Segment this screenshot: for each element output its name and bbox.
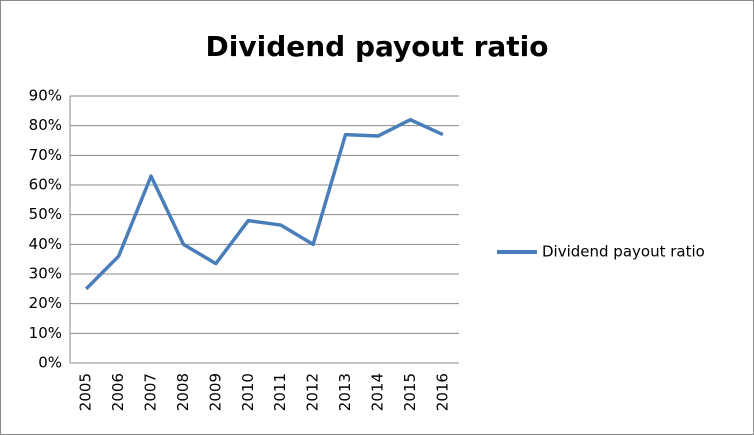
x-tick-label: 2007 [142,373,160,411]
y-tick-label: 70% [29,146,62,164]
y-tick-label: 0% [38,354,62,372]
x-tick-label: 2014 [368,373,386,411]
y-tick-label: 80% [29,116,62,134]
x-tick-label: 2015 [401,373,419,411]
legend-label: Dividend payout ratio [542,243,705,261]
data-line [84,117,444,291]
y-tick-label: 50% [29,205,62,223]
y-tick-label: 10% [29,324,62,342]
x-tick-label: 2016 [433,373,451,411]
x-tick-label: 2005 [77,373,95,411]
x-tick-label: 2009 [206,373,224,411]
x-tick-label: 2008 [174,373,192,411]
y-tick-label: 40% [29,235,62,253]
x-tick-label: 2013 [336,373,354,411]
y-tick-label: 20% [29,294,62,312]
x-tick-label: 2006 [109,373,127,411]
x-tick-label: 2011 [271,373,289,411]
y-tick-label: 60% [29,176,62,194]
x-tick-label: 2012 [304,373,322,411]
chart-title: Dividend payout ratio [206,30,549,63]
y-tick-label: 90% [29,87,62,105]
x-tick-label: 2010 [239,373,257,411]
y-tick-label: 30% [29,265,62,283]
